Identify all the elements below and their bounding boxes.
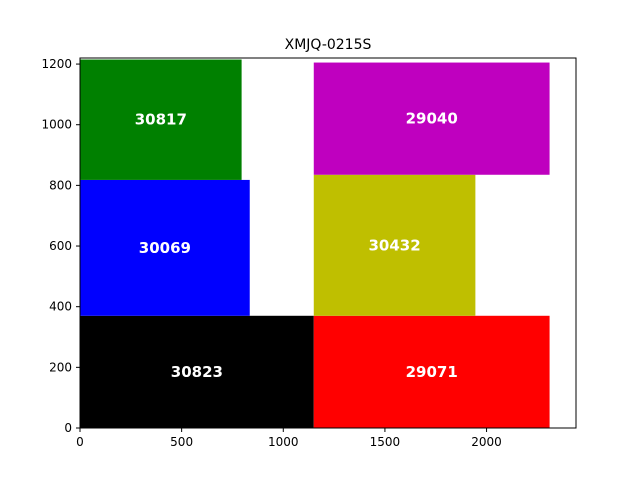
y-tick-label: 200 <box>49 360 72 374</box>
y-axis: 0 200 400 600 800 1000 1200 <box>41 57 80 435</box>
treemap-rect-label: 30823 <box>171 363 223 381</box>
x-tick-label: 0 <box>76 435 84 449</box>
treemap-rect-label: 30069 <box>139 239 191 257</box>
treemap-rect <box>80 59 242 180</box>
x-tick-label: 500 <box>170 435 193 449</box>
y-tick-label: 1200 <box>41 57 72 71</box>
treemap-rect-label: 30817 <box>135 111 187 129</box>
y-tick-label: 400 <box>49 300 72 314</box>
plot-rectangle-labels: 30823 30069 30817 29071 30432 29040 <box>135 110 458 381</box>
treemap-rect <box>313 174 476 316</box>
treemap-rect-label: 29040 <box>406 110 458 128</box>
chart-title: XMJQ-0215S <box>285 37 372 53</box>
treemap-rect-label: 29071 <box>406 363 458 381</box>
plot-frame <box>79 57 577 429</box>
y-tick-label: 800 <box>49 178 72 192</box>
treemap-rect <box>313 62 550 175</box>
y-tick-label: 600 <box>49 239 72 253</box>
x-tick-label: 1000 <box>268 435 299 449</box>
plot-rectangles <box>80 59 550 428</box>
y-tick-label: 1000 <box>41 118 72 132</box>
x-tick-label: 2000 <box>471 435 502 449</box>
x-tick-label: 1500 <box>370 435 401 449</box>
treemap-rect-label: 30432 <box>368 236 420 254</box>
treemap-rect <box>313 315 550 428</box>
x-axis: 0 500 1000 1500 2000 <box>76 428 502 449</box>
y-tick-label: 0 <box>64 421 72 435</box>
treemap-rect <box>80 315 314 428</box>
treemap-rect <box>80 179 250 316</box>
